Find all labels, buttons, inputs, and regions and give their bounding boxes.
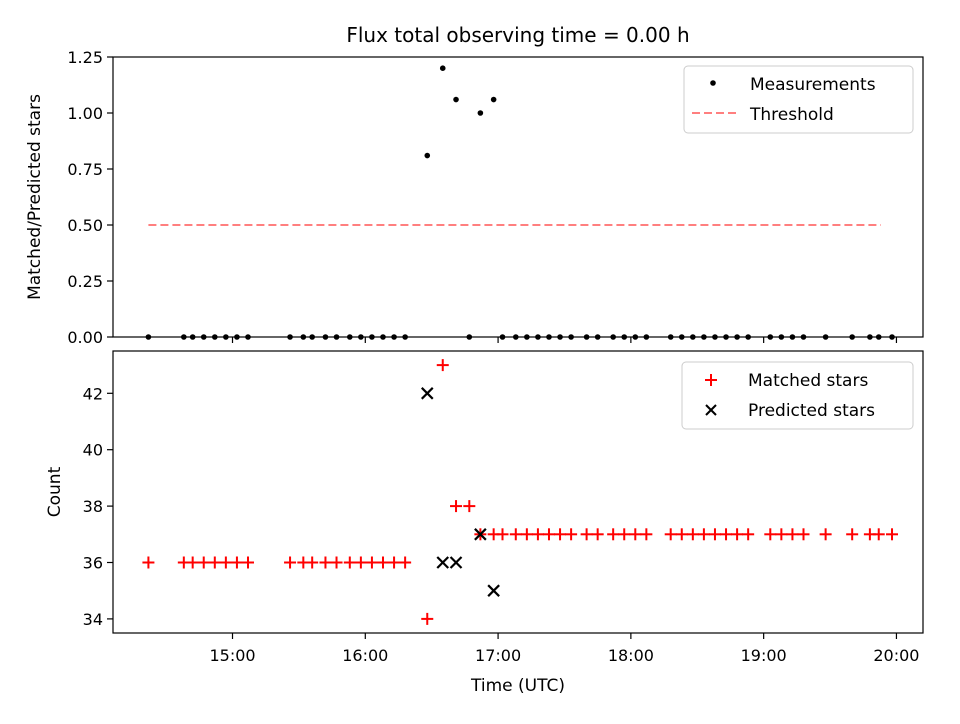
top-legend-box	[683, 65, 914, 134]
matched-star-point	[242, 556, 254, 569]
matched-star-point	[450, 500, 463, 513]
matched-star-point	[664, 528, 677, 541]
bottom-y-tick-label: 40	[83, 441, 103, 460]
predicted-star-point	[449, 556, 463, 569]
predicted-star-point	[474, 528, 487, 541]
matched-star-point	[819, 528, 832, 541]
top-axes-frame	[112, 56, 924, 338]
matched-star-point	[142, 556, 155, 569]
measurements-legend-marker	[710, 80, 716, 86]
x-axis-label: Time (UTC)	[470, 676, 565, 696]
measurement-point	[439, 65, 446, 71]
bottom-y-tick-label: 38	[83, 497, 103, 516]
matched-star-point	[565, 528, 578, 541]
predicted-star-point	[487, 584, 500, 597]
matched-star-point	[640, 528, 653, 541]
bottom-panel: Count Time (UTC) 34 36 38 40 42 15:00 16:00 17…	[45, 350, 924, 696]
matched-star-point	[846, 528, 859, 541]
bottom-legend: Matched stars Predicted stars	[681, 361, 914, 430]
matched-star-point	[720, 528, 733, 541]
matched-stars-legend-label: Matched stars	[748, 371, 868, 391]
matched-star-point	[591, 528, 604, 541]
x-tick-label: 16:00	[342, 646, 388, 665]
matched-star-point	[230, 556, 243, 569]
top-y-tick-label: 0.50	[67, 216, 103, 235]
matched-star-point	[764, 528, 777, 541]
predicted-star-point	[436, 556, 450, 569]
matched-star-point	[208, 556, 221, 569]
matched-star-point	[186, 556, 199, 569]
matched-star-point	[463, 500, 476, 513]
matched-star-point	[607, 528, 620, 541]
matched-star-point	[872, 528, 885, 541]
matched-star-point	[580, 528, 593, 541]
predicted-stars-legend-marker	[705, 404, 717, 416]
bottom-legend-box	[681, 361, 914, 430]
top-legend: Measurements Threshold	[683, 65, 914, 134]
bottom-axes-frame	[112, 350, 924, 634]
matched-star-point	[306, 556, 319, 569]
matched-star-point	[496, 528, 509, 541]
bottom-y-tick-label: 42	[83, 384, 103, 403]
matched-star-point	[219, 556, 232, 569]
chart-title: Flux total observing time = 0.00 h	[346, 23, 689, 47]
bottom-y-axis-label: Count	[45, 466, 65, 517]
top-panel: Matched/Predicted stars 0.00 0.25 0.50 0.75…	[25, 48, 924, 347]
matched-star-point	[365, 556, 378, 569]
matched-star-point	[343, 556, 356, 569]
x-tick-label: 19:00	[741, 646, 787, 665]
bottom-y-tick-label: 36	[83, 554, 103, 573]
x-tick-label: 18:00	[608, 646, 654, 665]
matched-star-point	[377, 556, 389, 569]
x-tick-label: 15:00	[209, 646, 255, 665]
matched-star-point	[388, 556, 401, 569]
top-y-axis-label: Matched/Predicted stars	[25, 94, 45, 300]
matched-star-point	[319, 556, 332, 569]
matched-star-point	[284, 556, 297, 569]
matched-star-point	[421, 612, 434, 625]
matched-star-point	[775, 528, 788, 541]
top-y-tick-label: 1.25	[67, 48, 103, 67]
matched-star-point	[436, 359, 449, 372]
matched-star-point	[618, 528, 631, 541]
matched-star-point	[554, 528, 567, 541]
measurement-point	[477, 110, 484, 116]
predicted-stars-legend-label: Predicted stars	[748, 401, 875, 421]
matched-star-point	[509, 528, 522, 541]
matched-star-point	[742, 528, 755, 541]
matched-star-point	[399, 556, 412, 569]
matched-star-point	[886, 528, 899, 541]
bottom-y-tick-label: 34	[83, 610, 103, 629]
measurement-point	[424, 152, 431, 159]
threshold-legend-label: Threshold	[749, 105, 834, 125]
measurements-legend-label: Measurements	[750, 75, 876, 95]
top-y-tick-label: 1.00	[67, 104, 103, 123]
matched-star-point	[330, 556, 343, 569]
matched-stars-legend-marker	[705, 374, 717, 386]
x-tick-label: 20:00	[873, 646, 919, 665]
matched-star-point	[797, 528, 810, 541]
predicted-star-point	[420, 387, 434, 400]
matched-star-point	[697, 528, 710, 541]
top-y-tick-label: 0.00	[67, 328, 103, 347]
matched-star-point	[542, 528, 555, 541]
matched-star-point	[731, 528, 744, 541]
matched-star-point	[197, 556, 210, 569]
top-y-tick-label: 0.25	[67, 272, 103, 291]
matched-star-point	[354, 556, 367, 569]
measurement-point	[453, 96, 459, 103]
top-y-tick-label: 0.75	[67, 160, 103, 179]
matched-star-point	[629, 528, 642, 541]
x-tick-label: 17:00	[475, 646, 521, 665]
matched-star-point	[686, 528, 699, 541]
matched-star-point	[531, 528, 544, 541]
matched-star-point	[520, 528, 533, 541]
measurement-point	[490, 96, 497, 103]
matched-star-point	[708, 528, 721, 541]
matched-star-point	[675, 528, 688, 541]
matched-star-point	[786, 528, 799, 541]
